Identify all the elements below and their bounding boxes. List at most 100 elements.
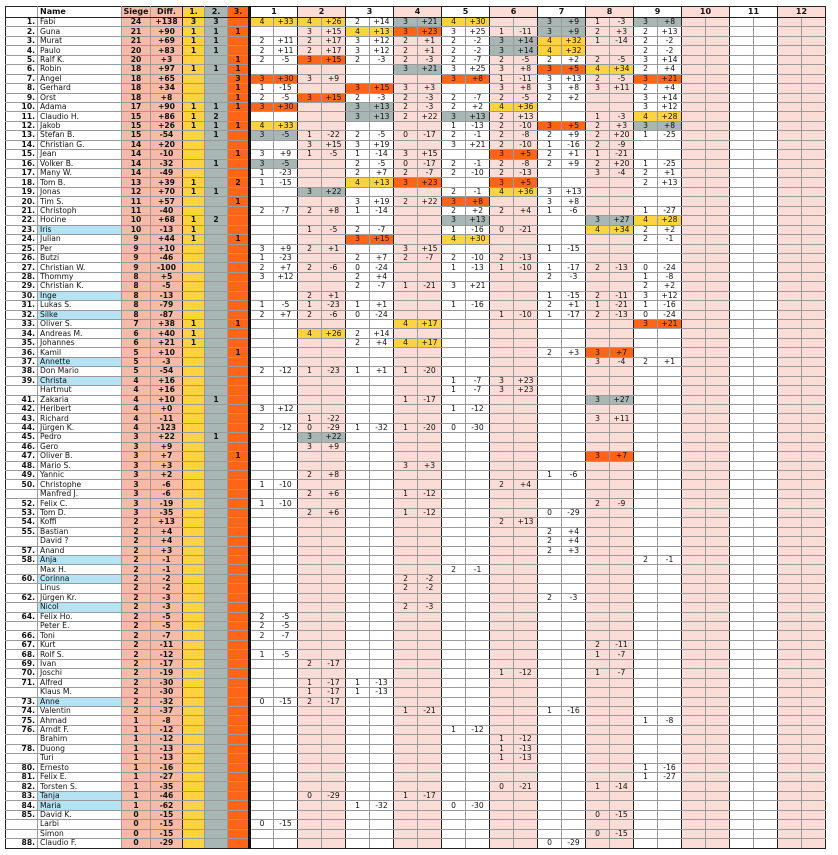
- table-row[interactable]: Larbi 0 -15 0 -15: [5, 819, 826, 830]
- table-row[interactable]: 37. Annette 5 -3 3 -4 2 +1: [5, 356, 826, 368]
- table-row[interactable]: 39. Christa 4 +16 1 -7 3 +23: [5, 375, 826, 387]
- player-name[interactable]: David K.: [37, 809, 122, 821]
- header-round-12[interactable]: 12: [777, 6, 826, 18]
- table-row[interactable]: 9. Orst 18 +8 1 2 -5 3 +15 2 -3 2 -3 2 -7 2 -5 2 +2 3 +14: [5, 92, 826, 103]
- player-name[interactable]: Stefan B.: [37, 130, 122, 141]
- player-name[interactable]: Ivan: [37, 658, 122, 670]
- table-row[interactable]: 5. Ralf K. 20 +3 1 2 -5 3 +15 2 -3 2 -3 2 -7 2 -5 2 +2 2 -5 3…: [5, 54, 826, 66]
- table-row[interactable]: 41. Zakaria 4 +10 1 1 -17 3 +27: [5, 394, 826, 405]
- player-name[interactable]: Per: [37, 243, 122, 254]
- player-name[interactable]: Volker B.: [37, 158, 122, 170]
- table-row[interactable]: 26. Butzi 9 -46 1 -23 2 +7 2 -7 2 -10 2 -13: [5, 252, 826, 264]
- table-row[interactable]: Linus 2 -2 2 -2: [5, 583, 826, 594]
- table-row[interactable]: 83. Tanja 1 -46 0 -29 1 -17: [5, 790, 826, 802]
- table-row[interactable]: 42. Heribert 4 +0 3 +12 1 -12: [5, 403, 826, 415]
- header-second-place[interactable]: 2.: [204, 6, 228, 18]
- table-row[interactable]: 30. Inge 8 -13 2 +1 1 -15 2 -11 3 +12: [5, 290, 826, 302]
- table-row[interactable]: 69. Ivan 2 -17 2 -17: [5, 658, 826, 670]
- player-name[interactable]: David ?: [37, 536, 122, 547]
- table-row[interactable]: 23. Iris 10 -13 1 1 -5 2 -7 1 -16 0 -21 4 +34 2 +2: [5, 224, 826, 236]
- player-name[interactable]: Kurt: [37, 639, 122, 651]
- header-round-10[interactable]: 10: [681, 6, 730, 18]
- table-row[interactable]: Brahim 1 -12 1 -12: [5, 734, 826, 745]
- player-name[interactable]: Corinna: [37, 573, 122, 585]
- player-name[interactable]: Joschi: [37, 668, 122, 679]
- player-name[interactable]: Alfred: [37, 677, 122, 689]
- player-name[interactable]: Guna: [37, 26, 122, 37]
- player-name[interactable]: Gero: [37, 441, 122, 453]
- table-row[interactable]: 60. Corinna 2 -2 2 -2: [5, 573, 826, 585]
- player-name[interactable]: Oliver B.: [37, 451, 122, 462]
- player-name[interactable]: Maria: [37, 800, 122, 811]
- player-name[interactable]: Claudio H.: [37, 111, 122, 122]
- player-name[interactable]: Koffi: [37, 517, 122, 528]
- player-name[interactable]: Jürgen Kr.: [37, 592, 122, 604]
- player-name[interactable]: Toni: [37, 630, 122, 641]
- table-row[interactable]: Hartmut 4 +16 1 -7 3 +23: [5, 385, 826, 396]
- table-row[interactable]: 70. Joschi 2 -19 1 -12 1 -7: [5, 668, 826, 679]
- table-row[interactable]: 53. Tom D. 3 -35 2 +6 1 -12 0 -29: [5, 507, 826, 519]
- table-row[interactable]: 28. Thommy 8 +5 3 +12 2 +4 2 -3 1 -8: [5, 271, 826, 283]
- header-round-2[interactable]: 2: [297, 6, 346, 18]
- table-row[interactable]: 82. Torsten S. 1 -35 0 -21 1 -14: [5, 781, 826, 792]
- player-name[interactable]: Heribert: [37, 403, 122, 415]
- table-row[interactable]: Turi 1 -13 1 -13: [5, 753, 826, 764]
- header-round-7[interactable]: 7: [537, 6, 586, 18]
- player-name[interactable]: Jakob: [37, 120, 122, 132]
- table-row[interactable]: 64. Felix Ho. 2 -5 2 -5: [5, 611, 826, 623]
- player-name[interactable]: Butzi: [37, 252, 122, 264]
- table-row[interactable]: 67. Kurt 2 -11 2 -11: [5, 639, 826, 651]
- table-row[interactable]: 15. Jean 14 -10 1 3 +9 1 -5 1 -14 3 +15 3 +5 2 +1 1 -21: [5, 149, 826, 160]
- header-round-9[interactable]: 9: [633, 6, 682, 18]
- player-name[interactable]: Hocine: [37, 215, 122, 226]
- table-row[interactable]: 47. Oliver B. 3 +7 1 3 +7: [5, 451, 826, 462]
- player-name[interactable]: Orst: [37, 92, 122, 103]
- table-row[interactable]: 36. Kamil 5 +10 1 2 +3 3 +7: [5, 347, 826, 358]
- player-name[interactable]: Manfred J.: [37, 488, 122, 500]
- table-row[interactable]: 11. Claudio H. 15 +86 1 2 3 +13 2 +22 3 +13 2 +13 1 -3 4…: [5, 111, 826, 122]
- table-row[interactable]: 38. Don Mario 5 -54 2 -12 1 -23 1 +1 1 -20: [5, 366, 826, 377]
- player-name[interactable]: Thommy: [37, 271, 122, 283]
- table-row[interactable]: 88. Claudio F. 0 -29 0 -29: [5, 838, 826, 849]
- player-name[interactable]: Anand: [37, 545, 122, 556]
- table-row[interactable]: 16. Volker B. 14 -32 1 3 -5 2 -5 0 -17 2 -1 2 -8 2 +9 2 +2…: [5, 158, 826, 170]
- player-name[interactable]: Iris: [37, 224, 122, 236]
- table-row[interactable]: Klaus M. 2 -30 1 -17 1 -13: [5, 687, 826, 698]
- table-row[interactable]: 18. Tom B. 13 +39 1 2 1 -15 4 +13 3 +23 3 +5 2 +13: [5, 177, 826, 188]
- header-third-place[interactable]: 3.: [227, 6, 251, 18]
- player-name[interactable]: Bastian: [37, 526, 122, 538]
- player-name[interactable]: Richard: [37, 413, 122, 424]
- player-name[interactable]: Duong: [37, 743, 122, 755]
- player-name[interactable]: Zakaria: [37, 394, 122, 405]
- table-row[interactable]: Nicol 2 -3 2 -3: [5, 602, 826, 613]
- table-row[interactable]: 20. Tim S. 11 +57 1 3 +19 2 +22 3 +8 3 +8: [5, 196, 826, 207]
- player-name[interactable]: Simon: [37, 828, 122, 840]
- player-name[interactable]: Jean: [37, 149, 122, 160]
- table-row[interactable]: 35. Johannes 6 +21 1 2 +4 4 +17: [5, 337, 826, 349]
- table-row[interactable]: 19. Jonas 12 +70 1 1 3 +22 2 -1 4 +36 3 +13: [5, 186, 826, 198]
- player-name[interactable]: Tim S.: [37, 196, 122, 207]
- table-row[interactable]: 10. Adama 17 +90 1 1 1 3 +30 3 +13 2 -3 2 +2 4 +36 3 +12: [5, 101, 826, 113]
- table-row[interactable]: 76. Arndt F. 1 -12 1 -12: [5, 724, 826, 736]
- table-row[interactable]: 29. Christian K. 8 -5 2 -7 1 -21 3 +21 2 +2: [5, 281, 826, 292]
- table-row[interactable]: 80. Ernesto 1 -16 1 -16: [5, 762, 826, 774]
- player-name[interactable]: Tom D.: [37, 507, 122, 519]
- player-name[interactable]: Felix Ho.: [37, 611, 122, 623]
- player-name[interactable]: Jonas: [37, 186, 122, 198]
- table-row[interactable]: 74. Valentin 2 -37 1 -21 1 -16: [5, 705, 826, 717]
- player-name[interactable]: Kamil: [37, 347, 122, 358]
- player-name[interactable]: Christian W.: [37, 262, 122, 273]
- player-name[interactable]: Claudio F.: [37, 838, 122, 849]
- player-name[interactable]: Anne: [37, 696, 122, 707]
- player-name[interactable]: Felix C.: [37, 498, 122, 509]
- player-name[interactable]: Annette: [37, 356, 122, 368]
- table-row[interactable]: 84. Maria 1 -62 1 -32 0 -30: [5, 800, 826, 811]
- table-row[interactable]: 66. Toni 2 -7 2 -7: [5, 630, 826, 641]
- header-round-1[interactable]: 1: [249, 6, 298, 18]
- player-name[interactable]: Max H.: [37, 564, 122, 575]
- table-row[interactable]: 75. Ahmad 1 -8 1 -8: [5, 715, 826, 726]
- table-row[interactable]: 21. Christoph 11 -40 2 -7 2 +8 1 -14 2 +2 2 +4 1 -6 1 -27: [5, 205, 826, 217]
- header-round-5[interactable]: 5: [441, 6, 490, 18]
- player-name[interactable]: Don Mario: [37, 366, 122, 377]
- player-name[interactable]: Christa: [37, 375, 122, 387]
